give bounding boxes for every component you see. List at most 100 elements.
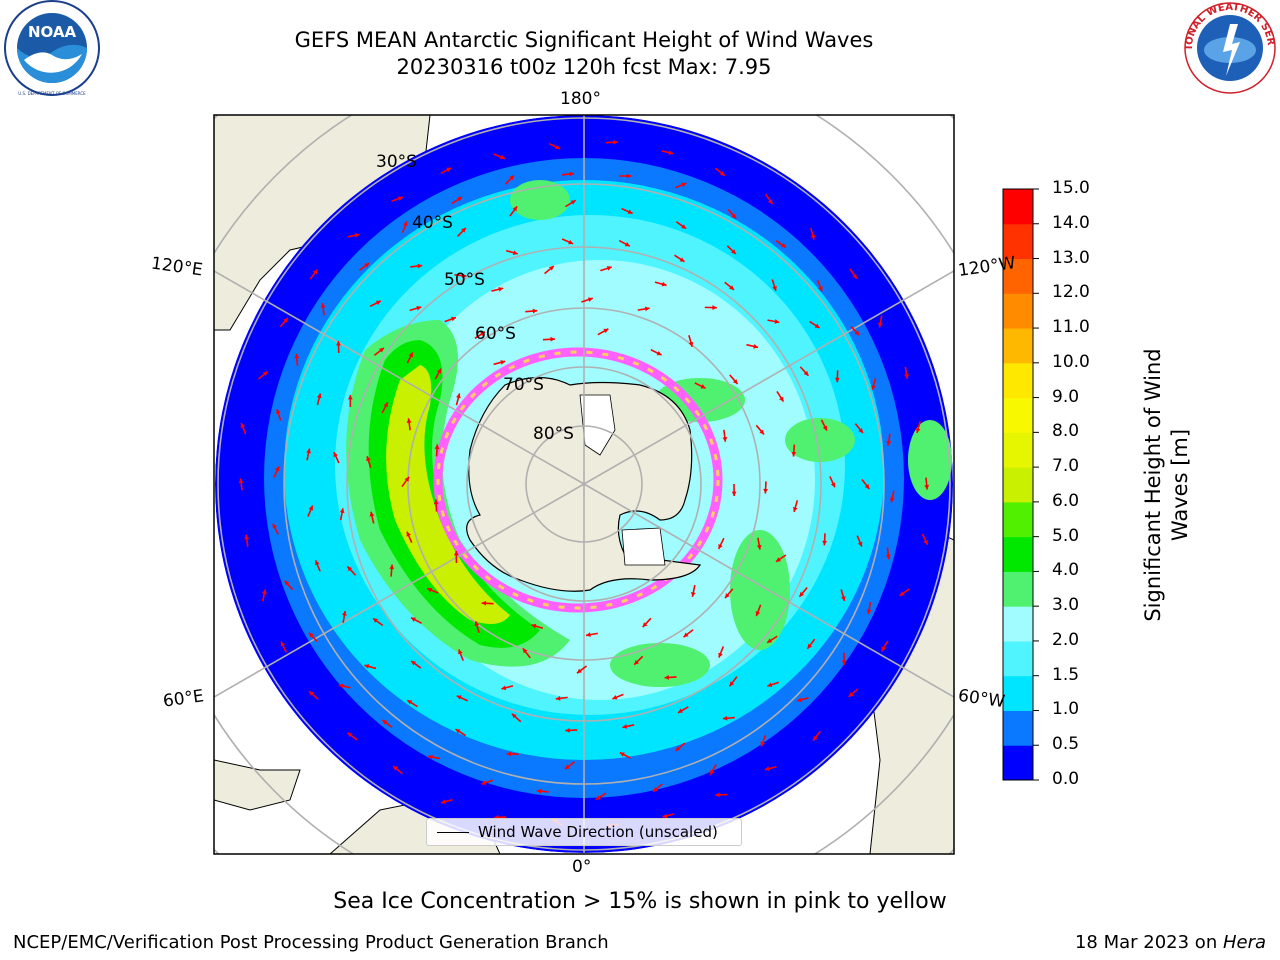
colorbar-tick-label: 9.0 xyxy=(1052,386,1080,407)
wind-arrow-head xyxy=(576,668,582,674)
wind-arrow-head xyxy=(715,792,720,798)
wind-arrow-head xyxy=(312,269,318,275)
wind-arrow-head xyxy=(586,632,591,638)
wind-arrow-head xyxy=(656,350,662,356)
colorbar-title: Significant Height of Wind Waves [m] xyxy=(1140,345,1194,625)
colorbar-segment xyxy=(1003,571,1033,607)
wind-arrow-head xyxy=(814,323,820,328)
wind-arrow-head xyxy=(379,347,384,353)
wind-arrow-head xyxy=(653,786,659,792)
wind-arrow-head xyxy=(501,685,507,691)
wind-arrow-head xyxy=(881,646,886,652)
wind-arrow-head xyxy=(923,539,928,545)
wind-arrow-head xyxy=(382,720,388,725)
wind-arrow-head xyxy=(854,330,860,336)
wind-arrow-head xyxy=(772,285,777,291)
nws-logo: NATIONAL WEATHER SERVICE xyxy=(1176,0,1276,94)
wind-arrow-head xyxy=(664,675,670,680)
wind-arrow-head xyxy=(532,308,538,314)
wind-arrow-head xyxy=(375,300,381,306)
wind-arrow-head xyxy=(276,409,281,414)
wind-arrow-head xyxy=(461,227,466,233)
arrow-legend: Wind Wave Direction (unscaled) xyxy=(426,818,742,846)
wind-arrow-head xyxy=(904,374,909,379)
wind-arrow-head xyxy=(522,648,528,654)
map-border xyxy=(213,114,955,855)
wind-arrow-head xyxy=(732,379,738,384)
chart-title: GEFS MEAN Antarctic Significant Height o… xyxy=(294,28,874,52)
wind-arrow-head xyxy=(338,683,344,689)
colorbar-tick-label: 12.0 xyxy=(1052,282,1090,303)
wind-arrow-head xyxy=(834,377,840,383)
wind-arrow-head xyxy=(848,692,854,697)
wind-arrow-head xyxy=(612,695,618,700)
wind-arrow-head xyxy=(512,250,518,256)
colorbar-segment xyxy=(1003,536,1033,572)
wind-arrow-head xyxy=(852,273,857,279)
wind-arrow-head xyxy=(683,632,689,638)
wind-arrow-head xyxy=(889,497,895,503)
wind-arrow-head xyxy=(871,385,876,390)
wind-arrow-head xyxy=(626,173,632,179)
wind-arrow-head xyxy=(308,505,314,511)
wind-arrow-head xyxy=(725,593,730,599)
wind-arrow-head xyxy=(453,550,459,556)
wind-arrow-head xyxy=(799,591,805,597)
wind-arrow-head xyxy=(779,396,784,402)
colorbar-tick-label: 0.0 xyxy=(1052,769,1080,789)
wind-arrow-head xyxy=(791,451,797,457)
wind-arrow-head xyxy=(456,695,462,700)
wind-arrow-head xyxy=(886,440,892,446)
colorbar-title-line1: Significant Height of Wind xyxy=(1141,348,1165,622)
colorbar-tick-label: 6.0 xyxy=(1052,490,1080,511)
wind-arrow-head xyxy=(644,306,650,312)
colorbar-segment xyxy=(1003,501,1033,538)
wind-arrow-head xyxy=(369,511,375,517)
wind-arrow-head xyxy=(675,746,681,751)
wind-arrow-head xyxy=(729,285,735,290)
wind-arrow-head xyxy=(661,281,667,287)
wind-arrow-head xyxy=(587,297,593,302)
wind-arrow-head xyxy=(767,638,773,643)
colorbar-title-line2: Waves [m] xyxy=(1168,428,1192,542)
meridians xyxy=(214,115,954,854)
footer-credit: NCEP/EMC/Verification Post Processing Pr… xyxy=(13,932,609,953)
wind-arrow-head xyxy=(315,560,320,566)
wind-arrow-head xyxy=(679,257,685,262)
wind-arrow-head xyxy=(878,322,883,328)
wind-arrow-head xyxy=(500,360,506,365)
wind-arrow-head xyxy=(756,544,762,550)
wind-arrow-head xyxy=(550,336,555,342)
wind-arrow-head xyxy=(336,341,341,346)
wind-arrow-head xyxy=(347,732,353,738)
wind-arrow-head xyxy=(280,641,286,647)
colorbar-segment xyxy=(1003,606,1033,642)
wind-arrow-head xyxy=(822,540,827,546)
wind-arrow-head xyxy=(924,484,930,490)
wind-arrow-head xyxy=(606,266,612,271)
wind-arrow-head xyxy=(406,531,411,537)
wind-arrow-head xyxy=(759,429,765,435)
wind-arrow-head xyxy=(366,456,371,462)
colorbar-frame xyxy=(1002,188,1034,781)
wind-arrow-head xyxy=(506,751,512,757)
wind-arrow-head xyxy=(731,491,737,496)
wind-arrow-head xyxy=(810,234,816,240)
wind-arrow-head xyxy=(456,393,461,399)
wind-arrow-head xyxy=(511,713,517,719)
wind-arrow-head xyxy=(404,476,410,482)
wind-arrow-head xyxy=(642,622,648,628)
wind-arrow-head xyxy=(570,200,576,205)
wind-arrow-head xyxy=(347,566,353,572)
colorbar-tick-label: 14.0 xyxy=(1052,212,1090,233)
wind-arrow-head xyxy=(722,715,728,721)
wind-arrow-head xyxy=(841,596,846,602)
wind-arrow-head xyxy=(446,167,452,172)
wind-arrow-head xyxy=(354,232,360,238)
colorbar-tick-label: 13.0 xyxy=(1052,247,1090,268)
wind-arrow-head xyxy=(308,632,314,638)
colorbar xyxy=(1002,188,1039,781)
wind-arrow-head xyxy=(417,263,423,269)
wind-arrow-head xyxy=(481,780,487,785)
wind-arrow-head xyxy=(283,317,288,323)
